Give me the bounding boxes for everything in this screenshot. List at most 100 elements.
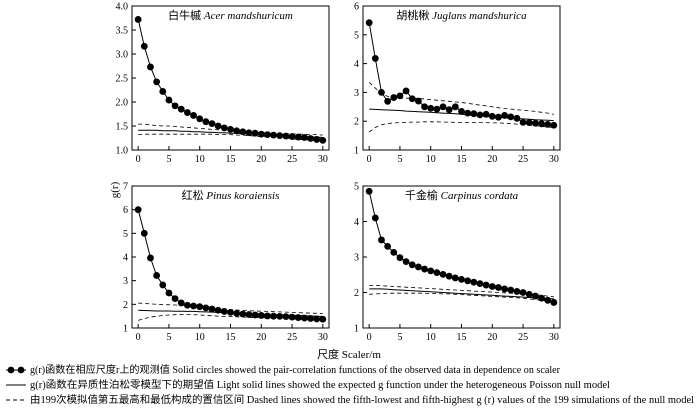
y-tick-label: 3.0	[116, 50, 129, 61]
observed-point	[408, 261, 416, 269]
x-tick-label: 30	[549, 332, 559, 343]
x-tick-label: 20	[256, 332, 266, 343]
observed-point	[171, 102, 179, 110]
observed-point	[288, 313, 296, 321]
observed-point	[134, 206, 142, 214]
observed-point	[451, 274, 459, 282]
observed-point	[196, 303, 204, 311]
x-tick-label: 25	[518, 154, 528, 165]
panel-title: 红松 Pinus koraiensis	[182, 188, 280, 202]
panel-title-cn: 胡桃楸	[396, 8, 432, 22]
observed-point	[482, 281, 490, 289]
observed-line	[137, 209, 323, 320]
plot-frame	[362, 185, 561, 329]
observed-point	[415, 97, 422, 105]
observed-point	[378, 89, 385, 96]
panel-3: 红松 Pinus koraiensis 0 5 10 15 20 25 30 1 2 3 4 5 6 7	[123, 182, 330, 343]
observed-point	[270, 131, 277, 139]
observed-point	[153, 78, 161, 86]
observed-point	[171, 295, 179, 303]
observed-point	[544, 296, 552, 304]
observed-point	[402, 87, 410, 95]
y-tick-label: 1.0	[116, 146, 129, 157]
legend-marker	[17, 366, 25, 374]
observed-point	[184, 109, 191, 116]
legend-text-cn: g(r)函数在相应尺度r上的观测值	[30, 363, 172, 376]
observed-point	[282, 132, 290, 140]
observed-point	[288, 133, 296, 140]
legend-text-en: Dashed lines showed the fifth-lowest and…	[247, 395, 694, 406]
observed-point	[439, 103, 447, 111]
observed-point	[307, 135, 314, 142]
y-tick-label: 2	[354, 117, 359, 128]
observed-point	[270, 312, 277, 320]
legend-marker	[7, 366, 15, 374]
observed-point	[245, 129, 253, 137]
observed-point	[147, 254, 154, 262]
y-axis-label: g(r)	[109, 181, 121, 198]
observed-point	[371, 214, 379, 222]
observed-point	[239, 128, 247, 136]
legend-item-circles: g(r)函数在相应尺度r上的观测值 Solid circles showed t…	[6, 363, 561, 376]
observed-point	[319, 315, 327, 323]
x-tick-label: 5	[397, 154, 402, 165]
x-tick-label: 15	[226, 154, 236, 165]
observed-point	[390, 94, 398, 101]
observed-point	[427, 267, 435, 275]
observed-point	[365, 187, 373, 195]
observed-point	[307, 315, 314, 322]
legend-text-cn: g(r)函数在异质性泊松零模型下的期望值	[30, 378, 217, 391]
observed-point	[319, 137, 327, 144]
observed-point	[550, 121, 558, 129]
observed-point	[214, 122, 222, 130]
legend-text-cn: 由199次模拟值第五最高和最低构成的置信区间	[30, 393, 247, 406]
observed-point	[531, 292, 539, 300]
observed-point	[233, 127, 241, 135]
observed-point	[147, 63, 154, 71]
observed-point	[427, 104, 435, 112]
observed-point	[408, 95, 416, 103]
observed-line	[137, 19, 323, 141]
x-tick-label: 15	[226, 332, 236, 343]
legend-text: 由199次模拟值第五最高和最低构成的置信区间 Dashed lines show…	[30, 393, 694, 406]
x-tick-label: 10	[195, 154, 205, 165]
observed-point	[433, 105, 441, 113]
observed-point	[214, 306, 222, 314]
observed-point	[220, 124, 228, 132]
observed-point	[458, 108, 465, 115]
observed-point	[476, 111, 484, 119]
observed-point	[233, 309, 241, 317]
y-tick-label: 5	[354, 30, 359, 41]
observed-point	[140, 229, 148, 237]
y-tick-label: 4.0	[116, 2, 129, 13]
panel-4: 千金榆 Carpinus cordata 0 5 10 15 20 25 30 1 2 3 4 5	[354, 182, 561, 343]
observed-point	[495, 113, 502, 121]
observed-point	[378, 236, 385, 244]
observed-point	[313, 136, 321, 143]
legend: g(r)函数在相应尺度r上的观测值 Solid circles showed t…	[6, 363, 694, 406]
observed-point	[538, 120, 545, 128]
plot-frame	[362, 5, 561, 151]
y-tick-label: 2.0	[116, 98, 129, 109]
y-tick-label: 1	[354, 146, 359, 157]
observed-point	[507, 113, 515, 121]
observed-point	[476, 280, 484, 288]
x-tick-label: 5	[166, 154, 171, 165]
panel-title-cn: 白牛槭	[168, 8, 204, 22]
observed-point	[251, 129, 259, 137]
observed-point	[294, 314, 302, 321]
observed-point	[202, 304, 210, 312]
observed-point	[227, 308, 234, 316]
x-tick-label: 10	[426, 154, 436, 165]
observed-point	[184, 301, 191, 309]
observed-point	[501, 112, 508, 119]
observed-point	[365, 19, 373, 27]
observed-point	[159, 281, 167, 289]
y-tick-label: 1	[354, 324, 359, 335]
observed-point	[421, 265, 428, 273]
x-tick-label: 15	[457, 332, 467, 343]
observed-point	[544, 120, 552, 128]
plot-frame	[131, 185, 330, 329]
